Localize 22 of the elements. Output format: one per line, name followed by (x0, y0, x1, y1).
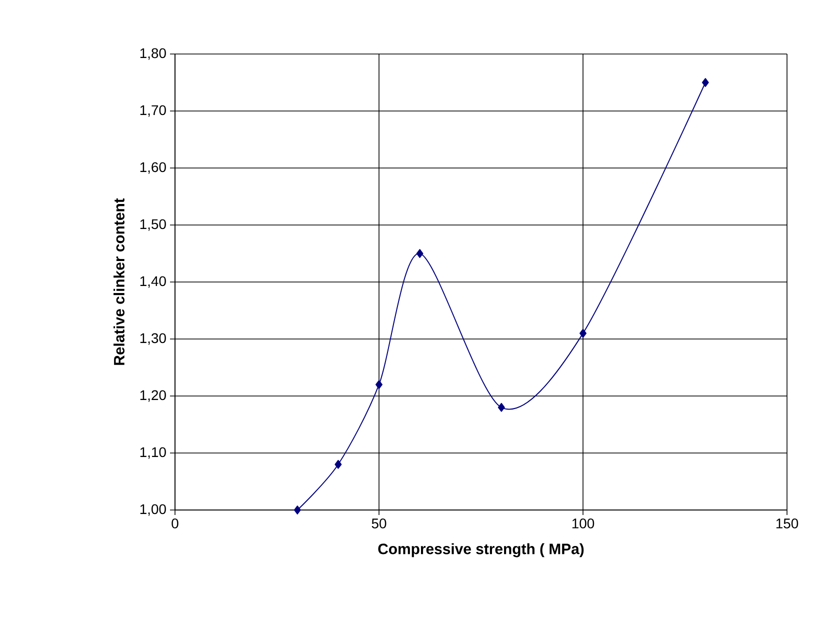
point (334, 460, 342, 469)
x-tick-label: 50 (372, 518, 386, 528)
point (376, 380, 382, 390)
y-axis-title: Relative clinker content (114, 198, 124, 365)
point (416, 249, 424, 258)
x-tick-label: 100 (572, 518, 594, 528)
point (294, 506, 301, 514)
y-tick-label: 1,40 (140, 276, 166, 288)
x-tick-label: 0 (172, 518, 178, 528)
point (580, 328, 586, 338)
x-axis-title: Compressive strength ( MPa) (378, 543, 584, 558)
point (498, 402, 505, 412)
y-tick-label: 1,80 (140, 48, 166, 60)
x-tick-label: 150 (776, 518, 798, 528)
y-tick-label: 1,30 (140, 333, 166, 345)
y-tick-label: 1,70 (140, 105, 166, 117)
y-tick-label: 1,60 (140, 162, 166, 174)
point (702, 78, 709, 87)
y-tick-label: 1,00 (140, 504, 166, 516)
y-tick-label: 1,50 (140, 219, 166, 231)
y-tick-label: 1,10 (140, 447, 166, 459)
y-tick-label: 1,20 (140, 390, 166, 402)
